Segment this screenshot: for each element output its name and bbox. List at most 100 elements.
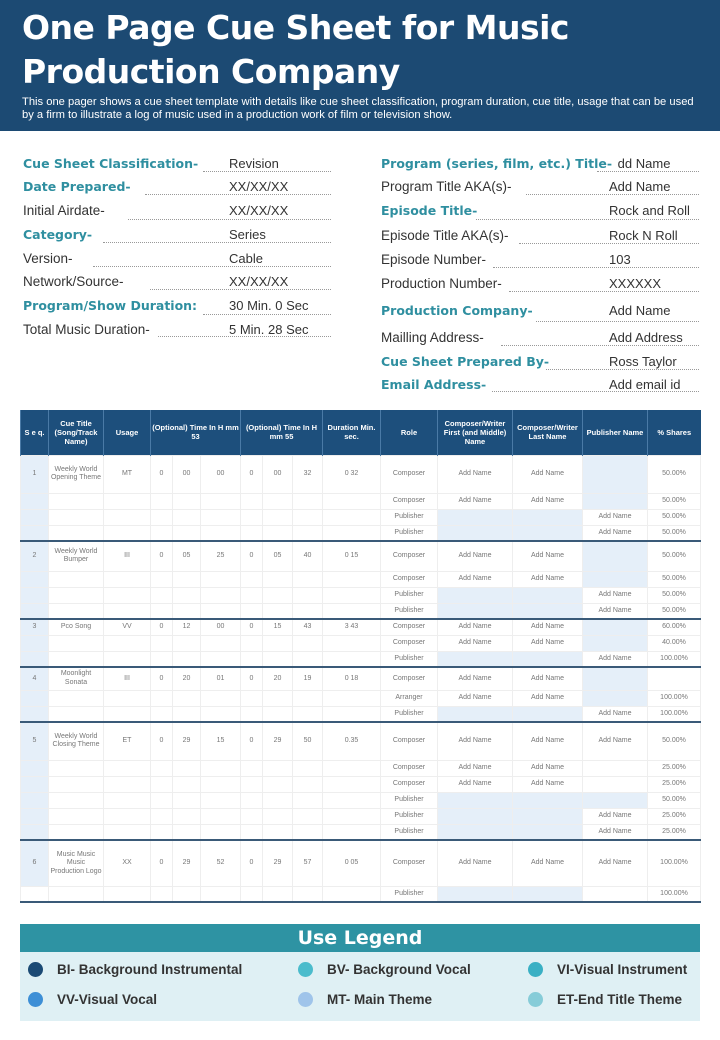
time-in-2-cell bbox=[262, 705, 293, 723]
time-in-1-cell bbox=[172, 586, 201, 604]
role-cell: Composer bbox=[380, 839, 438, 887]
form-label: Cue Sheet Classification- bbox=[23, 156, 205, 171]
form-value[interactable]: Rock and Roll bbox=[609, 203, 690, 218]
form-value[interactable]: XX/XX/XX bbox=[229, 179, 289, 194]
form-value[interactable]: Revision bbox=[229, 156, 279, 171]
time-in-1-cell bbox=[150, 775, 173, 793]
time-in-2-cell bbox=[240, 508, 263, 526]
form-value[interactable]: 5 Min. 28 Sec bbox=[229, 321, 309, 337]
usage-cell bbox=[103, 775, 151, 793]
time-in-2-cell bbox=[262, 602, 293, 620]
seq-cell bbox=[20, 791, 49, 809]
shares-cell: 50.00% bbox=[647, 721, 701, 761]
dotted-line bbox=[145, 194, 331, 195]
legend-item: VV-Visual Vocal bbox=[28, 992, 157, 1007]
role-cell: Publisher bbox=[380, 524, 438, 542]
seq-cell bbox=[20, 823, 49, 841]
form-value[interactable]: XX/XX/XX bbox=[229, 274, 289, 289]
form-value[interactable]: Add Address bbox=[609, 329, 683, 345]
form-value[interactable]: XX/XX/XX bbox=[229, 203, 289, 218]
publisher-cell bbox=[582, 634, 648, 652]
form-value[interactable]: 103 bbox=[609, 251, 631, 267]
form-row: Program (series, film, etc.) Title- Add N… bbox=[381, 152, 699, 175]
time-in-1-cell bbox=[172, 634, 201, 652]
time-in-2-cell: 15 bbox=[262, 618, 293, 636]
form-label: Network/Source- bbox=[23, 274, 130, 289]
duration-cell: 0 15 bbox=[322, 540, 381, 572]
time-in-1-cell: 01 bbox=[200, 666, 241, 691]
publisher-cell: Add Name bbox=[582, 602, 648, 620]
last-name-cell bbox=[512, 602, 583, 620]
time-in-1-cell: 05 bbox=[172, 540, 201, 572]
col-seq: S e q. bbox=[20, 410, 49, 455]
time-in-2-cell: 29 bbox=[262, 839, 293, 887]
usage-cell bbox=[103, 689, 151, 707]
form-value[interactable]: Cable bbox=[229, 250, 263, 266]
usage-cell bbox=[103, 634, 151, 652]
seq-cell bbox=[20, 508, 49, 526]
time-in-2-cell bbox=[292, 775, 323, 793]
duration-cell bbox=[322, 689, 381, 707]
form-value[interactable]: Ross Taylor bbox=[609, 353, 677, 369]
time-in-1-cell bbox=[150, 759, 173, 777]
last-name-cell: Add Name bbox=[512, 570, 583, 588]
cue-title-cell bbox=[48, 634, 104, 652]
time-in-1-cell bbox=[200, 759, 241, 777]
shares-cell: 50.00% bbox=[647, 524, 701, 542]
role-cell: Publisher bbox=[380, 508, 438, 526]
first-name-cell: Add Name bbox=[437, 618, 513, 636]
legend-item: MT- Main Theme bbox=[298, 992, 432, 1007]
form-value[interactable]: Add Name bbox=[609, 302, 671, 318]
time-in-2-cell bbox=[240, 759, 263, 777]
form-value[interactable]: Add Name bbox=[609, 156, 671, 171]
shares-cell: 100.00% bbox=[647, 839, 701, 887]
cue-title-cell bbox=[48, 823, 104, 841]
time-in-2-cell bbox=[292, 759, 323, 777]
time-in-2-cell bbox=[240, 524, 263, 542]
form-row: Episode Number- 103 bbox=[381, 247, 699, 271]
cue-title-cell bbox=[48, 570, 104, 588]
duration-cell bbox=[322, 775, 381, 793]
last-name-cell bbox=[512, 508, 583, 526]
first-name-cell bbox=[437, 586, 513, 604]
time-in-1-cell bbox=[200, 775, 241, 793]
role-cell: Publisher bbox=[380, 885, 438, 903]
form-value[interactable]: XXXXXX bbox=[609, 275, 662, 291]
cue-title-cell bbox=[48, 759, 104, 777]
seq-cell bbox=[20, 885, 49, 903]
time-in-2-cell bbox=[240, 689, 263, 707]
form-value[interactable]: Series bbox=[229, 227, 266, 242]
time-in-1-cell: 0 bbox=[150, 839, 173, 887]
duration-cell bbox=[322, 602, 381, 620]
last-name-cell bbox=[512, 823, 583, 841]
first-name-cell: Add Name bbox=[437, 689, 513, 707]
time-in-1-cell bbox=[172, 823, 201, 841]
time-in-2-cell bbox=[262, 807, 293, 825]
shares-cell: 50.00% bbox=[647, 791, 701, 809]
form-value[interactable]: Add Name bbox=[609, 179, 671, 194]
time-in-1-cell: 29 bbox=[172, 721, 201, 761]
publisher-cell bbox=[582, 540, 648, 572]
form-value[interactable]: 30 Min. 0 Sec bbox=[229, 298, 309, 313]
form-row: Cue Sheet Prepared By- Ross Taylor bbox=[381, 349, 699, 373]
time-in-2-cell bbox=[262, 650, 293, 668]
usage-cell: III bbox=[103, 540, 151, 572]
form-value[interactable]: Add email id bbox=[609, 376, 681, 392]
col-cue-title: Cue Title (Song/Track Name) bbox=[48, 410, 104, 455]
first-name-cell bbox=[437, 650, 513, 668]
time-in-1-cell bbox=[150, 791, 173, 809]
shares-cell: 60.00% bbox=[647, 618, 701, 636]
time-in-2-cell bbox=[240, 492, 263, 510]
duration-cell bbox=[322, 807, 381, 825]
duration-cell bbox=[322, 650, 381, 668]
time-in-1-cell bbox=[150, 570, 173, 588]
time-in-1-cell bbox=[150, 508, 173, 526]
role-cell: Publisher bbox=[380, 791, 438, 809]
table-row: Arranger Add Name Add Name 100.00% bbox=[20, 689, 701, 707]
time-in-1-cell bbox=[150, 705, 173, 723]
legend-item: VI-Visual Instrument bbox=[528, 962, 687, 977]
form-value[interactable]: Rock N Roll bbox=[609, 227, 678, 243]
role-cell: Publisher bbox=[380, 807, 438, 825]
legend-label: BI- Background Instrumental bbox=[57, 962, 243, 977]
col-first-name: Composer/Writer First (and Middle) Name bbox=[437, 410, 513, 455]
